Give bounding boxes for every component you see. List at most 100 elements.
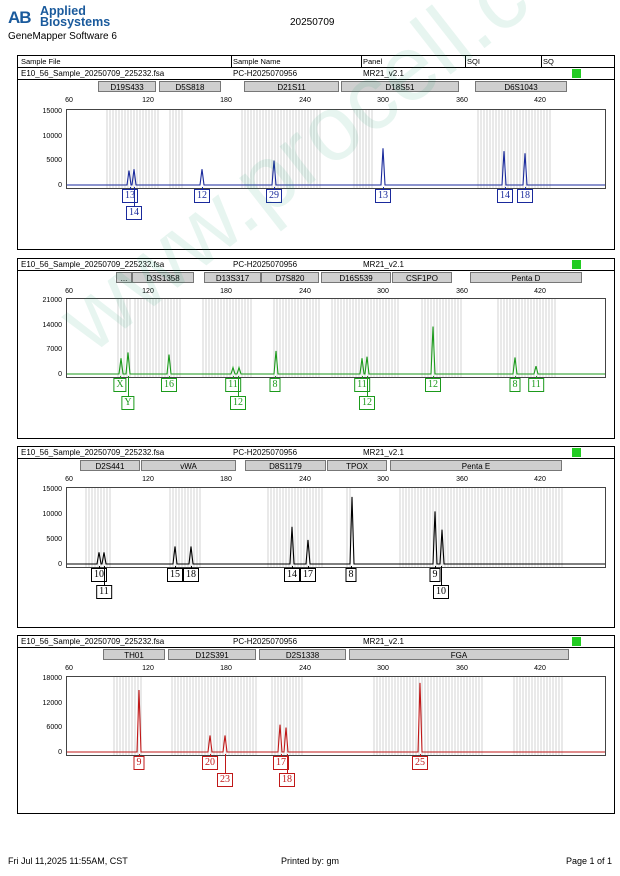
locus-marker[interactable]: TH01 <box>103 649 165 660</box>
allele-connector <box>420 754 421 756</box>
applied-biosystems-logo-icon: AB <box>8 8 32 27</box>
trace-svg <box>67 488 605 567</box>
allele-connector <box>287 754 288 773</box>
locus-marker[interactable]: D13S317 <box>204 272 261 283</box>
locus-marker[interactable]: D5S818 <box>159 81 221 92</box>
sample-info-row: E10_56_Sample_20250709_225232.fsa PC-H202… <box>18 447 614 459</box>
allele-connector <box>134 187 135 206</box>
printed-by: Printed by: gm <box>281 856 340 866</box>
allele-call-label[interactable]: 9 <box>429 568 441 582</box>
allele-call-label[interactable]: X <box>113 378 127 392</box>
locus-marker[interactable]: D7S820 <box>261 272 319 283</box>
locus-marker[interactable]: D12S391 <box>168 649 256 660</box>
locus-marker[interactable]: vWA <box>141 460 236 471</box>
locus-marker[interactable]: D6S1043 <box>475 81 567 92</box>
locus-marker[interactable]: D8S1179 <box>245 460 326 471</box>
col-sqi: SQI <box>467 57 480 66</box>
x-tick-label: 60 <box>65 476 73 483</box>
allele-call-label[interactable]: 14 <box>126 206 142 220</box>
locus-marker[interactable]: D2S441 <box>80 460 140 471</box>
sample-info-row: E10_56_Sample_20250709_225232.fsa PC-H202… <box>18 636 614 648</box>
col-sample-file: Sample File <box>21 57 61 66</box>
allele-call-label[interactable]: 8 <box>269 378 281 392</box>
locus-marker[interactable]: D16S539 <box>321 272 391 283</box>
allele-call-label[interactable]: 25 <box>412 756 428 770</box>
allele-call-label[interactable]: 10 <box>433 585 449 599</box>
allele-call-label[interactable]: 9 <box>133 756 145 770</box>
locus-marker[interactable]: FGA <box>349 649 569 660</box>
locus-marker[interactable]: D3S1358 <box>132 272 194 283</box>
allele-call-label[interactable]: 8 <box>509 378 521 392</box>
x-tick-label: 360 <box>456 97 468 104</box>
allele-call-label[interactable]: 11 <box>528 378 544 392</box>
allele-call-label[interactable]: 11 <box>354 378 370 392</box>
allele-call-label[interactable]: 18 <box>183 568 199 582</box>
locus-marker[interactable]: D19S433 <box>98 81 156 92</box>
locus-marker[interactable]: Penta D <box>470 272 582 283</box>
x-tick-label: 120 <box>142 97 154 104</box>
trace-svg <box>67 677 605 755</box>
allele-call-label[interactable]: 8 <box>345 568 357 582</box>
y-tick-label: 0 <box>58 749 62 756</box>
allele-call-label[interactable]: Y <box>121 396 135 410</box>
x-tick-label: 360 <box>456 476 468 483</box>
y-tick-label: 5000 <box>46 536 62 543</box>
allele-call-label[interactable]: 15 <box>167 568 183 582</box>
allele-call-label[interactable]: 11 <box>225 378 241 392</box>
locus-marker[interactable]: Penta E <box>390 460 562 471</box>
allele-call-label[interactable]: 12 <box>194 189 210 203</box>
electropherogram-plot <box>66 676 606 756</box>
allele-connector <box>275 376 276 378</box>
allele-call-label[interactable]: 13 <box>122 189 138 203</box>
x-tick-label: 240 <box>299 97 311 104</box>
x-tick-label: 420 <box>534 665 546 672</box>
y-tick-label: 18000 <box>42 675 62 682</box>
locus-marker[interactable]: D21S11 <box>244 81 339 92</box>
allele-call-label[interactable]: 10 <box>91 568 107 582</box>
report-date: 20250709 <box>290 17 335 28</box>
col-panel: Panel <box>363 57 383 66</box>
allele-call-label[interactable]: 13 <box>375 189 391 203</box>
x-tick-label: 300 <box>377 665 389 672</box>
allele-call-label[interactable]: 12 <box>359 396 375 410</box>
electropherogram-plot <box>66 109 606 189</box>
locus-marker[interactable]: TPOX <box>327 460 387 471</box>
allele-connector <box>104 566 105 585</box>
allele-call-label[interactable]: 14 <box>497 189 513 203</box>
allele-call-label[interactable]: 11 <box>96 585 112 599</box>
allele-connector <box>225 754 226 773</box>
trace-svg <box>67 110 605 188</box>
allele-call-label[interactable]: 17 <box>273 756 289 770</box>
allele-connector <box>274 187 275 189</box>
allele-connector <box>441 566 442 585</box>
allele-connector <box>367 376 368 396</box>
allele-connector <box>515 376 516 378</box>
panel-name: MR21_v2.1 <box>363 637 404 646</box>
sample-name: PC-H2025070956 <box>233 637 298 646</box>
x-tick-label: 120 <box>142 288 154 295</box>
allele-call-label[interactable]: 17 <box>300 568 316 582</box>
locus-marker[interactable]: ... <box>116 272 132 283</box>
allele-call-label[interactable]: 29 <box>266 189 282 203</box>
locus-marker[interactable]: CSF1PO <box>392 272 452 283</box>
allele-call-label[interactable]: 16 <box>161 378 177 392</box>
sample-file-name: E10_56_Sample_20250709_225232.fsa <box>21 637 165 646</box>
locus-marker[interactable]: D18S51 <box>341 81 459 92</box>
allele-call-label[interactable]: 18 <box>517 189 533 203</box>
locus-marker[interactable]: D2S1338 <box>259 649 346 660</box>
allele-call-label[interactable]: 20 <box>202 756 218 770</box>
allele-call-label[interactable]: 12 <box>425 378 441 392</box>
allele-call-label[interactable]: 14 <box>284 568 300 582</box>
panel-name: MR21_v2.1 <box>363 69 404 78</box>
x-tick-label: 180 <box>220 288 232 295</box>
panel-frame: E10_56_Sample_20250709_225232.fsa PC-H202… <box>17 258 615 439</box>
x-tick-label: 60 <box>65 288 73 295</box>
allele-connector <box>362 376 363 378</box>
allele-call-label[interactable]: 23 <box>217 773 233 787</box>
allele-call-label[interactable]: 18 <box>279 773 295 787</box>
allele-connector <box>120 376 121 378</box>
sample-name: PC-H2025070956 <box>233 260 298 269</box>
y-tick-label: 14000 <box>42 321 62 329</box>
allele-connector <box>238 376 239 396</box>
allele-call-label[interactable]: 12 <box>230 396 246 410</box>
